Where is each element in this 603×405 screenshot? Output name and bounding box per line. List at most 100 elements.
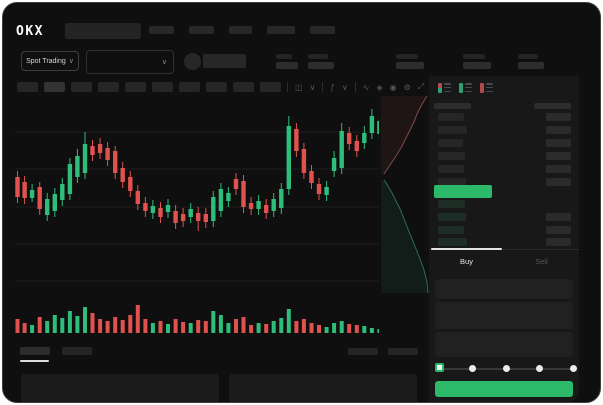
tab-buy[interactable]: Buy <box>429 248 504 272</box>
slider-handle[interactable] <box>435 363 444 372</box>
timeframe-button[interactable] <box>17 82 38 92</box>
timeframe-button[interactable] <box>71 82 92 92</box>
candle-body <box>143 203 148 211</box>
timeframe-button[interactable] <box>44 82 65 92</box>
chart-type-icon[interactable]: ◫ <box>295 82 303 92</box>
candle-body <box>377 121 379 134</box>
last-price-bar[interactable] <box>434 185 492 198</box>
volume-bar <box>249 325 254 333</box>
candle-body <box>369 116 375 133</box>
timeframe-button[interactable] <box>125 82 146 92</box>
ticker-stat-placeholder <box>463 54 491 69</box>
ask-amount-placeholder[interactable] <box>546 152 571 160</box>
ask-amount-placeholder[interactable] <box>546 126 571 134</box>
timeframe-button[interactable] <box>260 82 281 92</box>
timeframe-button[interactable] <box>98 82 119 92</box>
slider-dot[interactable] <box>469 364 476 372</box>
ask-price-placeholder[interactable] <box>438 152 465 160</box>
candle-body <box>316 184 322 194</box>
volume-bar <box>98 319 103 333</box>
draw-tool-icon[interactable]: ◈ <box>376 82 383 92</box>
candle-body <box>279 189 284 208</box>
buy-submit-button[interactable] <box>435 381 573 397</box>
fullscreen-icon[interactable]: ⤢ <box>417 82 425 91</box>
volume-bar <box>37 317 42 333</box>
volume-bar <box>113 317 118 333</box>
bid-price-placeholder[interactable] <box>438 200 465 208</box>
stat-label-placeholder <box>518 54 538 59</box>
okx-logo: OKX <box>16 24 44 39</box>
stat-value-placeholder <box>518 62 544 69</box>
candle-body <box>82 144 88 173</box>
nav-item-placeholder[interactable] <box>267 26 295 34</box>
ask-price-placeholder[interactable] <box>438 126 467 134</box>
nav-item-placeholder[interactable] <box>189 26 214 34</box>
timeframe-button[interactable] <box>233 82 254 92</box>
price-input[interactable] <box>435 279 573 299</box>
candle-body <box>347 133 352 144</box>
bid-price-placeholder[interactable] <box>438 226 464 234</box>
candle-body <box>226 193 231 201</box>
bid-amount-placeholder[interactable] <box>546 226 571 234</box>
bottom-tab-placeholder[interactable] <box>62 347 92 355</box>
bottom-toolbar-placeholder[interactable] <box>348 348 378 355</box>
bid-amount-placeholder[interactable] <box>546 238 571 246</box>
slider-dot[interactable] <box>536 364 543 372</box>
amount-input[interactable] <box>435 302 573 329</box>
tab-sell[interactable]: Sell <box>535 256 548 266</box>
candle-body <box>22 182 27 198</box>
ask-price-placeholder[interactable] <box>438 178 466 186</box>
indicators-icon[interactable]: ƒ <box>330 82 335 92</box>
bid-amount-placeholder[interactable] <box>546 213 571 221</box>
volume-bar <box>369 328 374 333</box>
ask-amount-placeholder[interactable] <box>546 165 571 173</box>
ask-price-placeholder[interactable] <box>438 165 464 173</box>
timeframe-button[interactable] <box>152 82 173 92</box>
candle-body <box>67 164 73 194</box>
candle-body <box>264 205 269 213</box>
slider-dot[interactable] <box>569 364 577 372</box>
bottom-card <box>229 374 417 402</box>
ask-price-placeholder[interactable] <box>438 113 464 121</box>
search-input[interactable] <box>65 23 141 39</box>
bid-price-placeholder[interactable] <box>438 213 466 221</box>
bid-price-placeholder[interactable] <box>438 238 467 246</box>
bottom-tab-placeholder[interactable] <box>20 347 50 355</box>
book-view-bids-icon[interactable] <box>459 82 472 93</box>
candle-body <box>331 158 337 171</box>
volume-bar <box>279 318 284 333</box>
chevron-down-icon[interactable]: ∨ <box>341 82 348 92</box>
pair-selector-dropdown[interactable]: ∨ <box>86 50 174 74</box>
candle-body <box>113 151 118 173</box>
market-type-dropdown[interactable]: Spot Trading ∨ <box>21 51 79 71</box>
candle-body <box>241 181 246 207</box>
slider-dot[interactable] <box>502 364 510 372</box>
volume-bar <box>354 325 359 333</box>
bottom-toolbar-placeholder[interactable] <box>388 348 418 355</box>
nav-item-placeholder[interactable] <box>149 26 174 34</box>
timeframe-button[interactable] <box>179 82 200 92</box>
chevron-down-icon: ∨ <box>161 58 167 66</box>
settings-gear-icon[interactable]: ⚙ <box>403 82 411 92</box>
candle-body <box>120 168 125 182</box>
nav-item-placeholder[interactable] <box>229 26 252 34</box>
chevron-down-icon[interactable]: ∨ <box>309 82 316 92</box>
book-view-all-icon[interactable] <box>438 82 451 93</box>
ask-amount-placeholder[interactable] <box>546 113 571 121</box>
stat-label-placeholder <box>276 54 292 59</box>
volume-bar <box>60 318 65 333</box>
ask-amount-placeholder[interactable] <box>546 139 571 147</box>
total-input[interactable] <box>435 332 573 357</box>
timeframe-button[interactable] <box>206 82 227 92</box>
nav-item-placeholder[interactable] <box>310 26 335 34</box>
volume-bar <box>317 325 321 333</box>
ask-amount-placeholder[interactable] <box>546 178 571 186</box>
volume-bar <box>22 323 27 333</box>
ask-price-placeholder[interactable] <box>438 139 463 147</box>
market-type-label: Spot Trading <box>26 57 66 65</box>
volume-bar <box>188 323 193 333</box>
camera-icon[interactable]: ◉ <box>389 82 397 92</box>
book-view-asks-icon[interactable] <box>480 82 493 93</box>
line-tool-icon[interactable]: ∿ <box>362 82 370 92</box>
volume-bar <box>286 309 291 333</box>
